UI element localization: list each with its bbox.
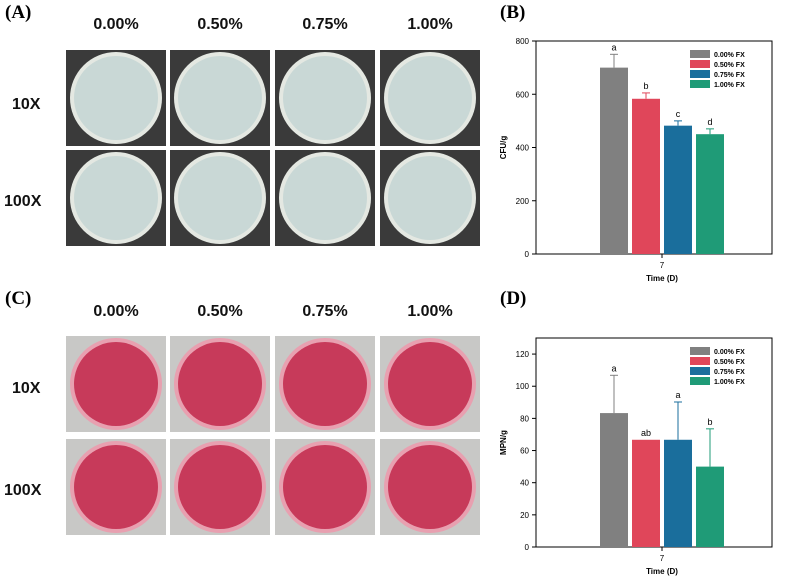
x-tick-label-0: 7	[660, 554, 665, 563]
legend-label-2: 0.75% FX	[714, 369, 745, 376]
petri-dish-a-0-1	[170, 50, 270, 146]
petri-dish-a-0-2	[275, 50, 375, 146]
x-axis-label: Time (D)	[646, 274, 678, 283]
bar-chart-b: 0 200 400 600 800 CFU/g a b c d 7 Time (D) 0.00% FX 0…	[499, 37, 773, 283]
legend-label-0: 0.00% FX	[714, 349, 745, 356]
y-axis-label: MPN/g	[499, 430, 508, 455]
y-tick-label-5: 100	[516, 382, 530, 391]
significance-letter-2: c	[676, 109, 681, 119]
petri-dish-a-0-3	[380, 50, 480, 146]
significance-letter-2: a	[675, 390, 680, 400]
legend-label-2: 0.75% FX	[714, 72, 745, 79]
legend-swatch-2	[690, 70, 710, 78]
x-axis-label: Time (D)	[646, 567, 678, 576]
legend-swatch-0	[690, 50, 710, 58]
concentration-label-c-0: 0.00%	[93, 303, 139, 320]
bar-0	[600, 413, 628, 547]
petri-dish-c-1-1	[170, 439, 270, 535]
concentration-label-c-2: 0.75%	[302, 303, 348, 320]
x-tick-label-0: 7	[660, 261, 665, 270]
y-tick-label-4: 80	[520, 414, 529, 423]
legend-swatch-3	[690, 377, 710, 385]
significance-letter-1: ab	[641, 428, 651, 438]
bar-2	[664, 439, 692, 547]
bar-1	[632, 439, 660, 547]
petri-dish-a-0-0	[66, 50, 166, 146]
concentration-label-a-0: 0.00%	[93, 16, 139, 33]
petri-dish-a-1-0	[66, 150, 166, 246]
legend-swatch-2	[690, 367, 710, 375]
y-tick-label-1: 200	[516, 197, 530, 206]
bar-3	[696, 134, 724, 254]
concentration-label-c-3: 1.00%	[407, 303, 453, 320]
y-tick-label-0: 0	[525, 543, 530, 552]
y-tick-label-1: 20	[520, 511, 529, 520]
panel-label-a: (A)	[5, 2, 32, 23]
legend-swatch-3	[690, 80, 710, 88]
concentration-label-c-1: 0.50%	[197, 303, 243, 320]
row-label-100x: 100X	[4, 193, 42, 210]
significance-letter-0: a	[611, 42, 616, 52]
petri-dish-a-1-2	[275, 150, 375, 246]
bar-2	[664, 125, 692, 254]
legend-label-0: 0.00% FX	[714, 52, 745, 59]
row-label-100x-c: 100X	[4, 482, 42, 499]
legend-label-1: 0.50% FX	[714, 359, 745, 366]
legend-label-1: 0.50% FX	[714, 62, 745, 69]
legend-swatch-1	[690, 357, 710, 365]
y-tick-label-3: 60	[520, 447, 529, 456]
significance-letter-3: d	[707, 117, 712, 127]
y-tick-label-0: 0	[525, 250, 530, 259]
concentration-label-a-3: 1.00%	[407, 16, 453, 33]
concentration-label-a-1: 0.50%	[197, 16, 243, 33]
y-axis-label: CFU/g	[499, 136, 508, 160]
petri-dish-a-1-3	[380, 150, 480, 246]
petri-dish-c-0-0	[66, 336, 166, 432]
panel-label-d: (D)	[500, 288, 527, 309]
petri-dish-c-0-3	[380, 336, 480, 432]
petri-dish-c-1-3	[380, 439, 480, 535]
concentration-label-a-2: 0.75%	[302, 16, 348, 33]
legend-label-3: 1.00% FX	[714, 82, 745, 89]
y-tick-label-4: 800	[516, 37, 530, 46]
legend-swatch-1	[690, 60, 710, 68]
legend-swatch-0	[690, 347, 710, 355]
significance-letter-3: b	[707, 417, 712, 427]
petri-dish-c-1-2	[275, 439, 375, 535]
y-tick-label-2: 40	[520, 479, 529, 488]
y-tick-label-6: 120	[516, 350, 530, 359]
significance-letter-0: a	[611, 363, 616, 373]
petri-dish-a-1-1	[170, 150, 270, 246]
petri-dish-c-0-2	[275, 336, 375, 432]
bar-1	[632, 98, 660, 255]
panel-label-b: (B)	[500, 2, 526, 23]
y-tick-label-3: 600	[516, 90, 530, 99]
legend-label-3: 1.00% FX	[714, 379, 745, 386]
bar-0	[600, 67, 628, 254]
significance-letter-1: b	[643, 81, 648, 91]
panel-label-c: (C)	[5, 288, 32, 309]
row-label-10x: 10X	[12, 96, 41, 113]
petri-dish-c-1-0	[66, 439, 166, 535]
bar-3	[696, 466, 724, 547]
petri-dish-c-0-1	[170, 336, 270, 432]
row-label-10x-c: 10X	[12, 380, 41, 397]
y-tick-label-2: 400	[516, 144, 530, 153]
